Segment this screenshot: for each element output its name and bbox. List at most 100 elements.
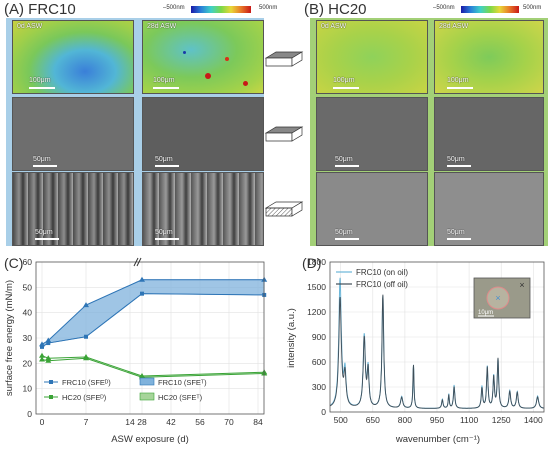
scale-label: 50μm [335, 229, 353, 236]
colorbar-min-label: –500nm [163, 5, 185, 11]
legend-entry: FRC10 (on oil) [356, 268, 408, 277]
image-label: 28d ASW [147, 23, 177, 30]
y-tick-label: 900 [312, 332, 326, 342]
hc20-sfe-t-point [139, 373, 145, 378]
x-tick-label: 0 [40, 417, 45, 427]
frc10-range-band [41, 279, 265, 348]
scale-label: 100μm [333, 77, 355, 84]
y-tick-label: 10 [23, 384, 33, 394]
x-tick-label: 650 [366, 415, 380, 425]
axis-break-mark [133, 257, 142, 267]
x-tick-label: 42 [166, 417, 176, 427]
colorbar-max-label: 500nm [523, 5, 542, 11]
frc10-sem-0d: 50μm [12, 97, 134, 171]
frc10-sfe-t-point [83, 302, 89, 308]
legend-entry: FRC10 (SFEᴰ) [62, 378, 111, 387]
chart-legend: FRC10 (on oil) FRC10 (off oil) [336, 268, 408, 289]
image-label: 0d ASW [321, 23, 347, 30]
frc10-sem-section-28d: 50μm [142, 172, 264, 246]
x-tick-label: 84 [253, 417, 263, 427]
frc10-sfe-d-point [40, 344, 44, 349]
x-axis-label: ASW exposure (d) [111, 434, 189, 445]
off-oil-marker: × [519, 280, 524, 290]
y-tick-label: 1800 [307, 257, 326, 267]
frc10-topography-28d: 28d ASW 100μm [142, 20, 264, 94]
x-tick-label: 14 [125, 417, 135, 427]
legend-entry: FRC10 (SFEᵀ) [158, 378, 207, 387]
x-tick-labels: 0 7 14 28 42 56 70 84 [40, 417, 263, 427]
hc20-topography-28d: 28d ASW 100μm [434, 20, 544, 94]
x-tick-label: 7 [84, 417, 89, 427]
panel-c-label: (C) [4, 255, 23, 271]
scale-label: 50μm [447, 229, 465, 236]
x-tick-label: 1250 [492, 415, 511, 425]
frc10-sfe-d-point [46, 341, 51, 346]
image-label: 28d ASW [439, 23, 469, 30]
scale-label: 100μm [29, 77, 51, 84]
panel-a-title: (A) FRC10 [4, 1, 76, 18]
slab-icon-top [264, 51, 304, 67]
hc20-sfe-t-point [45, 355, 52, 361]
frc10-topography-0d: 0d ASW 100μm [12, 20, 134, 94]
scale-label: 50μm [33, 156, 51, 163]
frc10-sfe-t-point [39, 341, 45, 347]
x-tick-label: 500 [334, 415, 348, 425]
panel-b-title: (B) HC20 [304, 1, 367, 18]
legend-swatch [139, 392, 155, 401]
legend-entry: HC20 (SFEᵀ) [158, 393, 203, 402]
colorbar-gradient [461, 6, 519, 13]
y-tick-label: 30 [23, 333, 33, 343]
raman-spectrum-chart: (D) 0 300 600 900 1200 1500 1800 500 650 800 950 1… [286, 255, 545, 445]
image-label: 0d ASW [17, 23, 43, 30]
x-tick-label: 1400 [524, 415, 543, 425]
inset-scale-label: 10μm [478, 310, 493, 316]
y-tick-label: 0 [27, 409, 32, 419]
y-tick-labels: 0 10 20 30 40 50 60 [23, 257, 33, 419]
chart-legend: FRC10 (SFEᴰ) FRC10 (SFEᵀ) HC20 (SFEᴰ) HC20 … [44, 377, 207, 402]
y-axis-label: surface free energy (mN/m) [4, 280, 15, 396]
hc20-sem-0d: 50μm [316, 97, 428, 171]
hc20-sfe-d-line [41, 357, 265, 378]
series-line-off-oil [329, 294, 545, 409]
inset-micrograph: × × 10μm [473, 277, 531, 319]
legend-entry: HC20 (SFEᴰ) [62, 393, 107, 402]
y-tick-label: 1200 [307, 307, 326, 317]
panel-b-colorbar: –500nm 500nm [433, 3, 550, 17]
frc10-sfe-t-point [45, 337, 52, 343]
frc10-sfe-d-point [84, 334, 88, 339]
scale-label: 100μm [447, 77, 469, 84]
x-tick-label: 1100 [460, 415, 479, 425]
frc10-sfe-t-point [139, 276, 145, 282]
hc20-sem-28d: 50μm [434, 97, 544, 171]
x-tick-label: 28 [137, 417, 147, 427]
y-tick-label: 600 [312, 357, 326, 367]
scale-label: 50μm [155, 229, 173, 236]
colorbar-gradient [191, 6, 251, 13]
y-axis-label: intensity (a.u.) [286, 308, 297, 368]
y-tick-label: 60 [23, 257, 33, 267]
hc20-sem-section-0d: 50μm [316, 172, 428, 246]
hc20-sfe-t-point [39, 352, 45, 358]
hc20-topography-0d: 0d ASW 100μm [316, 20, 428, 94]
x-tick-label: 70 [224, 417, 234, 427]
x-axis-label: wavenumber (cm⁻¹) [395, 434, 480, 445]
hc20-sfe-d-point [39, 356, 45, 362]
legend-entry: FRC10 (off oil) [356, 280, 408, 289]
sample-slab-icons [264, 51, 304, 217]
surface-energy-chart: (C) 0 10 20 30 40 50 60 0 7 14 28 42 56 70 84 surface… [4, 255, 268, 445]
frc10-sem-section-0d: 50μm [12, 172, 134, 246]
scale-label: 50μm [35, 229, 53, 236]
y-tick-label: 20 [23, 358, 33, 368]
scale-label: 100μm [153, 77, 175, 84]
scale-label: 50μm [447, 156, 465, 163]
y-tick-label: 300 [312, 382, 326, 392]
slab-icon-section [264, 201, 304, 217]
x-tick-label: 56 [195, 417, 205, 427]
hc20-sem-section-28d: 50μm [434, 172, 544, 246]
legend-swatch [139, 377, 155, 386]
scale-label: 50μm [155, 156, 173, 163]
scale-label: 50μm [335, 156, 353, 163]
y-tick-label: 40 [23, 308, 33, 318]
slab-icon-middle [264, 126, 304, 142]
y-tick-label: 0 [321, 407, 326, 417]
